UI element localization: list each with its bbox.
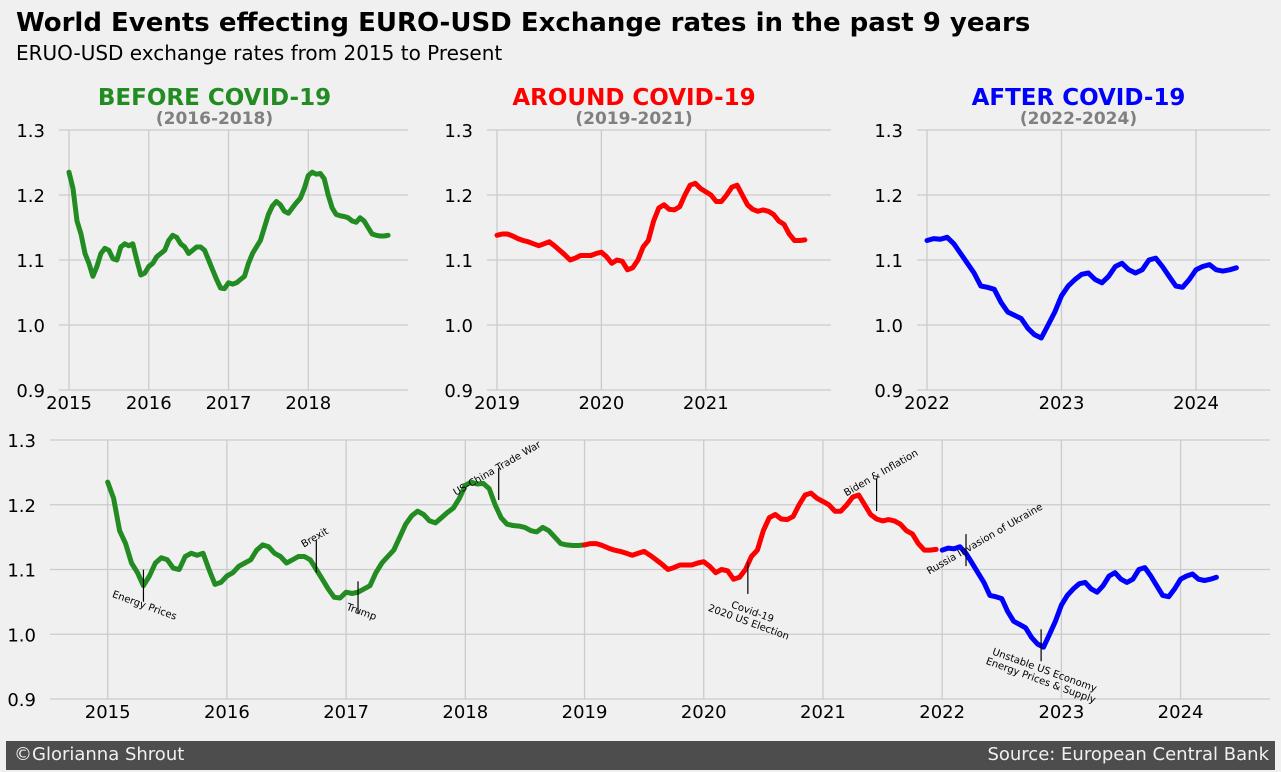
annotation-label: Russia Invasion of Ukraine (925, 502, 1045, 577)
annotation-label: Biden & Inflation (842, 448, 920, 499)
y-tick-label: 0.9 (874, 381, 903, 402)
footer-source: Source: European Central Bank (987, 744, 1269, 765)
annotation-line: Trump (344, 602, 378, 623)
panel-title: BEFORE COVID-19 (98, 85, 331, 111)
y-tick-label: 1.2 (16, 186, 45, 207)
panel-subtitle: (2016-2018) (156, 109, 273, 129)
after-panel: 0.9 1.0 1.1 1.2 1.3 2022 2023 2024 AFTER COVID-1… (874, 85, 1270, 414)
x-tick-label: 2019 (562, 702, 608, 723)
footer-credit: ©Glorianna Shrout (14, 744, 185, 765)
y-tick-label: 1.0 (16, 316, 45, 337)
x-tick-label: 2022 (904, 393, 950, 414)
x-tick-label: 2018 (442, 702, 488, 723)
panel-title: AROUND COVID-19 (512, 85, 755, 111)
y-tick-label: 1.1 (444, 251, 473, 272)
x-tick-label: 2022 (919, 702, 965, 723)
y-tick-label: 1.1 (874, 251, 903, 272)
y-tick-label: 1.3 (7, 431, 36, 452)
annotation-label: Brexit (300, 526, 331, 550)
x-tick-label: 2024 (1173, 393, 1219, 414)
x-tick-label: 2021 (800, 702, 846, 723)
y-tick-label: 1.1 (16, 251, 45, 272)
annotation-label: Covid-192020 US Election (707, 593, 795, 643)
annotation-line: Energy Prices (111, 589, 178, 623)
before-panel: 0.9 1.0 1.1 1.2 1.3 2015 2016 2017 2018 BEFORE CO… (16, 85, 408, 414)
x-tick-label: 2017 (323, 702, 369, 723)
x-tick-label: 2020 (681, 702, 727, 723)
series-line (582, 490, 939, 582)
y-tick-label: 0.9 (16, 381, 45, 402)
y-tick-label: 1.0 (7, 625, 36, 646)
x-tick-label: 2020 (578, 393, 624, 414)
annotation-line: Russia Invasion of Ukraine (925, 502, 1045, 577)
x-tick-label: 2018 (285, 393, 331, 414)
annotation-line: Biden & Inflation (842, 448, 920, 499)
chart-subtitle: ERUO-USD exchange rates from 2015 to Pre… (16, 41, 503, 65)
chart-title: World Events effecting EURO-USD Exchange… (16, 8, 1031, 38)
x-tick-label: 2023 (1038, 702, 1084, 723)
x-tick-label: 2015 (85, 702, 131, 723)
x-tick-label: 2016 (204, 702, 250, 723)
panel-subtitle: (2019-2021) (575, 109, 692, 129)
annotation-label: Unstable US EconomyEnergy Prices & Suppl… (984, 646, 1101, 706)
y-tick-label: 1.2 (7, 496, 36, 517)
x-tick-label: 2019 (474, 393, 520, 414)
y-tick-label: 1.3 (444, 121, 473, 142)
series-line (66, 169, 391, 292)
x-tick-label: 2024 (1158, 702, 1204, 723)
y-tick-label: 1.3 (16, 121, 45, 142)
panel-subtitle: (2022-2024) (1020, 109, 1137, 129)
around-panel: 0.9 1.0 1.1 1.2 1.3 2019 2020 2021 AROUND COVID-… (444, 85, 831, 414)
x-tick-label: 2016 (126, 393, 172, 414)
x-tick-label: 2023 (1039, 393, 1085, 414)
chart-canvas: 0.9 1.0 1.1 1.2 1.3 2015 2016 2017 2018 BEFORE CO… (7, 85, 1270, 723)
combined-panel: 0.9 1.0 1.1 1.2 1.3 2015 2016 2017 2018 2019 2020 2… (7, 431, 1270, 723)
x-tick-label: 2015 (46, 393, 92, 414)
x-tick-label: 2017 (206, 393, 252, 414)
annotation-label: Trump (344, 602, 378, 623)
series-line (939, 544, 1219, 650)
footer-bar: ©Glorianna Shrout Source: European Centr… (6, 741, 1275, 770)
y-tick-label: 1.3 (874, 121, 903, 142)
annotation-line: Brexit (300, 526, 331, 550)
series-line (494, 180, 808, 273)
x-tick-label: 2021 (683, 393, 729, 414)
y-tick-label: 1.1 (7, 561, 36, 582)
panel-title: AFTER COVID-19 (972, 85, 1186, 111)
y-tick-label: 1.0 (874, 316, 903, 337)
series-line (924, 234, 1239, 341)
y-tick-label: 1.2 (874, 186, 903, 207)
y-tick-label: 0.9 (7, 690, 36, 711)
annotation-label: Energy Prices (111, 589, 178, 623)
series-line (105, 479, 587, 601)
y-tick-label: 1.2 (444, 186, 473, 207)
y-tick-label: 0.9 (444, 381, 473, 402)
y-tick-label: 1.0 (444, 316, 473, 337)
